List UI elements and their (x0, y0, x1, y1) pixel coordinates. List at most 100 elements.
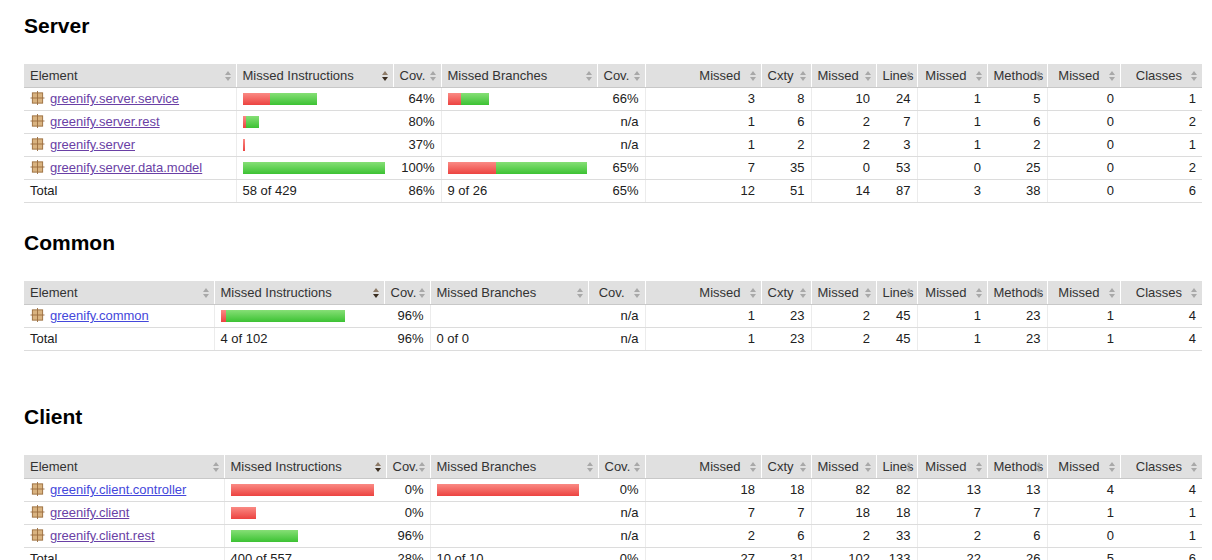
package-link[interactable]: greenify.client (50, 505, 129, 520)
header-missed-cxty[interactable]: Missed (645, 64, 761, 88)
header-missed-classes[interactable]: Missed (1047, 281, 1120, 305)
cxty-cell: 23 (761, 305, 811, 328)
instructions-coverage-cell: 64% (393, 88, 441, 111)
package-link[interactable]: greenify.server (50, 137, 135, 152)
header-cxty[interactable]: Cxty (761, 455, 811, 479)
header-missed-lines[interactable]: Missed (811, 64, 876, 88)
methods-cell: 7 (987, 502, 1047, 525)
header-missed-classes[interactable]: Missed (1047, 455, 1120, 479)
sort-icon (225, 71, 231, 81)
section-title-client: Client (24, 404, 1212, 429)
missed-instructions-bar (236, 157, 393, 180)
header-element[interactable]: Element (24, 64, 236, 88)
total-cxty: 51 (761, 180, 811, 203)
header-missed-methods[interactable]: Missed (917, 64, 987, 88)
header-lines[interactable]: Lines (876, 455, 917, 479)
cxty-cell: 18 (761, 479, 811, 502)
header-missed-lines[interactable]: Missed (811, 281, 876, 305)
sort-desc-icon (373, 288, 379, 298)
header-label: Missed (925, 285, 966, 300)
header-lines[interactable]: Lines (876, 64, 917, 88)
package-link[interactable]: greenify.client.controller (50, 482, 186, 497)
missed-lines-cell: 18 (811, 502, 876, 525)
cxty-cell: 6 (761, 525, 811, 548)
header-missed-methods[interactable]: Missed (917, 281, 987, 305)
missed-methods-cell: 0 (917, 157, 987, 180)
sort-icon (800, 71, 806, 81)
header-missed-instructions[interactable]: Missed Instructions (224, 455, 386, 479)
header-missed-instructions[interactable]: Missed Instructions (236, 64, 393, 88)
header-label: Missed (699, 459, 740, 474)
total-lines: 45 (876, 328, 917, 351)
covered-bar-green (243, 162, 385, 174)
package-link[interactable]: greenify.server.rest (50, 114, 160, 129)
package-link[interactable]: greenify.common (50, 308, 149, 323)
header-methods[interactable]: Methods (987, 281, 1047, 305)
header-classes[interactable]: Classes (1120, 281, 1202, 305)
total-classes: 4 (1120, 328, 1202, 351)
header-branches-coverage[interactable]: Cov. (588, 281, 645, 305)
header-classes[interactable]: Classes (1120, 64, 1202, 88)
header-methods[interactable]: Methods (987, 64, 1047, 88)
element-cell: greenify.client.rest (24, 525, 224, 548)
header-label: Missed (1058, 285, 1099, 300)
missed-cxty-cell: 1 (645, 111, 761, 134)
header-branches-coverage[interactable]: Cov. (597, 64, 645, 88)
missed-branches-bar (441, 88, 597, 111)
header-missed-classes[interactable]: Missed (1047, 64, 1120, 88)
missed-bar-red (231, 507, 256, 519)
total-row: Total400 of 55728%10 of 100%273110213322… (24, 548, 1202, 560)
header-label: Classes (1136, 285, 1182, 300)
header-lines[interactable]: Lines (876, 281, 917, 305)
classes-cell: 1 (1120, 134, 1202, 157)
header-cxty[interactable]: Cxty (761, 64, 811, 88)
header-missed-branches[interactable]: Missed Branches (430, 455, 598, 479)
total-branches-coverage: 65% (597, 180, 645, 203)
header-instructions-coverage[interactable]: Cov. (384, 281, 430, 305)
header-label: Cov. (604, 68, 630, 83)
header-missed-lines[interactable]: Missed (811, 455, 876, 479)
header-missed-branches[interactable]: Missed Branches (430, 281, 588, 305)
sort-icon (1191, 462, 1197, 472)
missed-instructions-bar (221, 310, 345, 322)
header-missed-methods[interactable]: Missed (917, 455, 987, 479)
missed-methods-cell: 1 (917, 305, 987, 328)
sort-icon (976, 462, 982, 472)
missed-cxty-cell: 3 (645, 88, 761, 111)
package-icon (30, 160, 45, 174)
sort-icon (1036, 462, 1042, 472)
header-classes[interactable]: Classes (1120, 455, 1202, 479)
header-missed-instructions[interactable]: Missed Instructions (214, 281, 384, 305)
header-missed-cxty[interactable]: Missed (645, 455, 761, 479)
total-missed-cxty: 1 (645, 328, 761, 351)
missed-lines-cell: 2 (811, 111, 876, 134)
methods-cell: 23 (987, 305, 1047, 328)
header-missed-cxty[interactable]: Missed (645, 281, 761, 305)
branches-coverage-cell: n/a (598, 525, 645, 548)
package-link[interactable]: greenify.server.data.model (50, 160, 202, 175)
header-instructions-coverage[interactable]: Cov. (393, 64, 441, 88)
package-link[interactable]: greenify.client.rest (50, 528, 155, 543)
header-methods[interactable]: Methods (987, 455, 1047, 479)
classes-cell: 2 (1120, 157, 1202, 180)
total-missed-cxty: 27 (645, 548, 761, 560)
methods-cell: 13 (987, 479, 1047, 502)
header-instructions-coverage[interactable]: Cov. (386, 455, 430, 479)
header-label: Cov. (391, 285, 417, 300)
header-branches-coverage[interactable]: Cov. (598, 455, 645, 479)
sort-icon (419, 462, 425, 472)
package-link[interactable]: greenify.server.service (50, 91, 179, 106)
missed-methods-cell: 1 (917, 111, 987, 134)
missed-bar-red (448, 162, 496, 174)
header-label: Missed (925, 68, 966, 83)
classes-cell: 1 (1120, 88, 1202, 111)
missed-instructions-bar (243, 162, 385, 174)
sort-icon (634, 71, 640, 81)
lines-cell: 3 (876, 134, 917, 157)
header-element[interactable]: Element (24, 455, 224, 479)
header-element[interactable]: Element (24, 281, 214, 305)
missed-branches-bar (430, 479, 598, 502)
header-missed-branches[interactable]: Missed Branches (441, 64, 597, 88)
missed-bar-red (448, 93, 461, 105)
header-cxty[interactable]: Cxty (761, 281, 811, 305)
